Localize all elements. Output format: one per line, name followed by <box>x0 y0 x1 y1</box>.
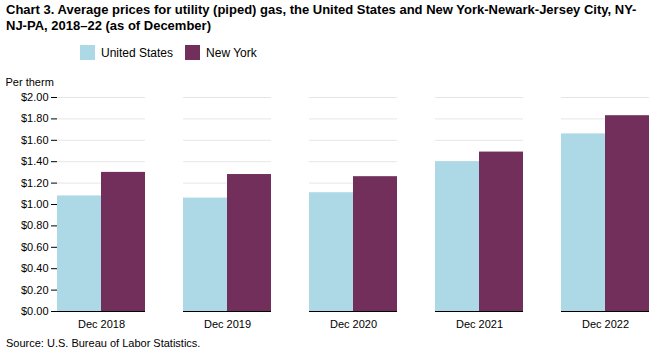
svg-text:Dec 2018: Dec 2018 <box>78 318 125 330</box>
svg-text:Dec 2021: Dec 2021 <box>456 318 503 330</box>
svg-text:Dec 2019: Dec 2019 <box>204 318 251 330</box>
svg-text:$1.80: $1.80 <box>21 112 49 124</box>
svg-text:$0.00: $0.00 <box>21 305 49 317</box>
svg-text:$1.00: $1.00 <box>21 198 49 210</box>
svg-text:Dec 2022: Dec 2022 <box>582 318 629 330</box>
svg-text:$1.40: $1.40 <box>21 155 49 167</box>
svg-text:Dec 2020: Dec 2020 <box>330 318 377 330</box>
svg-text:$0.40: $0.40 <box>21 262 49 274</box>
svg-text:Per therm: Per therm <box>6 76 54 88</box>
html-text:Source: U.S. Bureau of Labor S: Source: U.S. Bureau of Labor Statistics. <box>6 337 201 349</box>
html-text:New York: New York <box>206 45 257 60</box>
svg-text:$1.20: $1.20 <box>21 177 49 189</box>
svg-text:$2.00: $2.00 <box>21 91 49 103</box>
svg-text:$0.60: $0.60 <box>21 241 49 253</box>
svg-text:$0.80: $0.80 <box>21 219 49 231</box>
svg-text:$0.20: $0.20 <box>21 284 49 296</box>
svg-text:$1.60: $1.60 <box>21 134 49 146</box>
html-text:Chart 3. Average prices for ut: Chart 3. Average prices for utility (pip… <box>6 2 637 33</box>
html-text:United States: United States <box>101 45 173 60</box>
